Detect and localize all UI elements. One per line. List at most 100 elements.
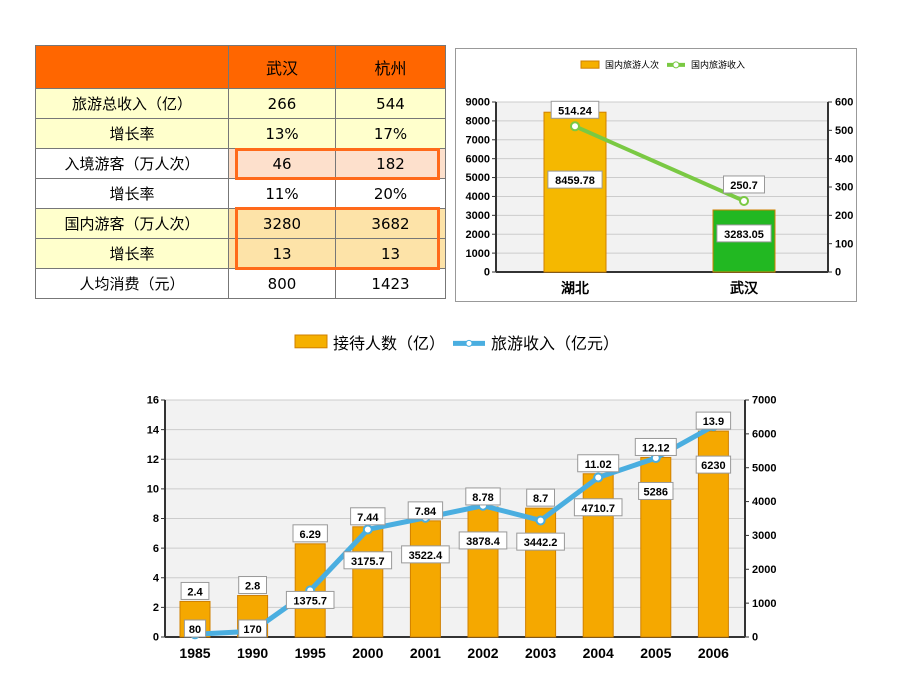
x-tick-label: 武汉 [730, 280, 759, 296]
data-label: 6.29 [299, 529, 320, 541]
row-label: 增长率 [35, 238, 229, 269]
data-label: 13.9 [703, 416, 724, 428]
x-tick-label: 2000 [352, 645, 383, 661]
y-right-tick-label: 400 [835, 153, 853, 165]
data-label: 3283.05 [724, 229, 764, 241]
y-left-tick-label: 0 [484, 267, 490, 279]
line-point [593, 472, 604, 483]
x-tick-label: 2006 [698, 645, 729, 661]
y-left-tick-label: 6 [153, 543, 159, 555]
x-tick-label: 2004 [583, 645, 614, 661]
data-label: 6230 [701, 460, 725, 472]
line-point [739, 195, 749, 206]
row-value: 11% [228, 178, 336, 209]
data-label: 250.7 [730, 180, 758, 192]
data-label: 7.44 [357, 512, 379, 524]
row-value: 1423 [335, 268, 446, 299]
data-label-box [350, 507, 386, 526]
data-label: 8.7 [533, 493, 548, 505]
row-value: 13 [228, 238, 336, 269]
bar [409, 520, 441, 638]
row-value: 13 [335, 238, 446, 269]
data-label: 3442.2 [524, 537, 558, 549]
row-value: 20% [335, 178, 446, 209]
y-left-tick-label: 12 [147, 454, 159, 466]
data-label-box [723, 175, 765, 194]
row-value: 3280 [228, 208, 336, 239]
table-row: 增长率 13 13 [35, 238, 446, 269]
data-label-box [695, 411, 732, 430]
y-left-tick-label: 2 [153, 602, 159, 614]
line-series [194, 423, 715, 637]
bar [525, 507, 557, 638]
x-tick-label: 湖北 [561, 280, 589, 296]
y-left-tick-label: 2000 [466, 229, 490, 241]
data-label: 3522.4 [409, 550, 444, 562]
y-left-tick-label: 0 [153, 632, 159, 644]
legend-point [672, 61, 680, 69]
x-tick-label: 2003 [525, 645, 556, 661]
x-tick-label: 1995 [295, 645, 326, 661]
data-label-box [285, 590, 335, 609]
x-tick-label: 1990 [237, 645, 268, 661]
table-header: 武汉 杭州 [35, 45, 446, 89]
data-label-box [407, 501, 444, 520]
y-left-tick-label: 7000 [466, 134, 490, 146]
header-cell [35, 45, 229, 89]
y-right-tick-label: 1000 [752, 598, 776, 610]
data-label: 7.84 [415, 506, 437, 518]
y-left-tick-label: 4000 [466, 191, 490, 203]
table-row: 入境游客（万人次） 46 182 [35, 148, 446, 179]
y-right-tick-label: 5000 [752, 462, 776, 474]
table-row: 增长率 13% 17% [35, 118, 446, 149]
data-label: 2.8 [245, 581, 260, 593]
data-label-box [547, 170, 603, 189]
legend-bar-swatch [580, 60, 600, 69]
data-label-box [343, 551, 393, 570]
line-series [574, 124, 745, 203]
header-cell: 杭州 [335, 45, 446, 89]
y-left-tick-label: 6000 [466, 153, 490, 165]
data-label: 4710.7 [581, 503, 615, 515]
row-value: 182 [335, 148, 446, 179]
y-right-tick-label: 7000 [752, 395, 776, 407]
y-right-tick-label: 3000 [752, 530, 776, 542]
table-row: 旅游总收入（亿） 266 544 [35, 88, 446, 119]
data-label: 170 [243, 624, 261, 636]
row-label: 增长率 [35, 178, 229, 209]
data-label-box [638, 481, 674, 500]
row-label: 旅游总收入（亿） [35, 88, 229, 119]
header-cell: 武汉 [228, 45, 336, 89]
y-right-tick-label: 2000 [752, 564, 776, 576]
y-right-tick-label: 0 [752, 632, 758, 644]
data-label-box [401, 545, 450, 564]
row-value: 3682 [335, 208, 446, 239]
tourism-trend-chart: 0 2 4 6 8 10 12 14 16 0 1000 2000 3000 4000 5000 6000 70… [125, 315, 800, 694]
legend-label: 国内旅游收入 [691, 59, 745, 70]
x-tick-label: 2005 [640, 645, 671, 661]
y-right-tick-label: 100 [835, 238, 853, 250]
line-point [362, 524, 373, 535]
y-left-tick-label: 1000 [466, 248, 490, 260]
row-value: 544 [335, 88, 446, 119]
y-right-tick-label: 200 [835, 210, 853, 222]
data-label: 2.4 [187, 586, 203, 598]
data-label: 3175.7 [351, 556, 385, 568]
legend-label: 国内旅游人次 [605, 59, 659, 70]
y-left-tick-label: 16 [147, 395, 159, 407]
y-right-tick-label: 300 [835, 182, 853, 194]
x-tick-label: 2002 [467, 645, 498, 661]
y-left-tick-label: 10 [147, 484, 159, 496]
legend-label: 接待人数（亿） [333, 335, 445, 353]
data-label: 3878.4 [466, 536, 501, 548]
line-point [570, 121, 580, 132]
bar [582, 473, 614, 638]
data-label-box [695, 455, 732, 474]
y-right-tick-label: 500 [835, 125, 853, 137]
y-left-tick-label: 14 [147, 424, 160, 436]
data-label-box [465, 487, 501, 506]
data-label: 12.12 [642, 442, 670, 454]
data-label-box [292, 524, 328, 543]
data-label-box [716, 224, 772, 243]
data-label: 5286 [644, 486, 668, 498]
